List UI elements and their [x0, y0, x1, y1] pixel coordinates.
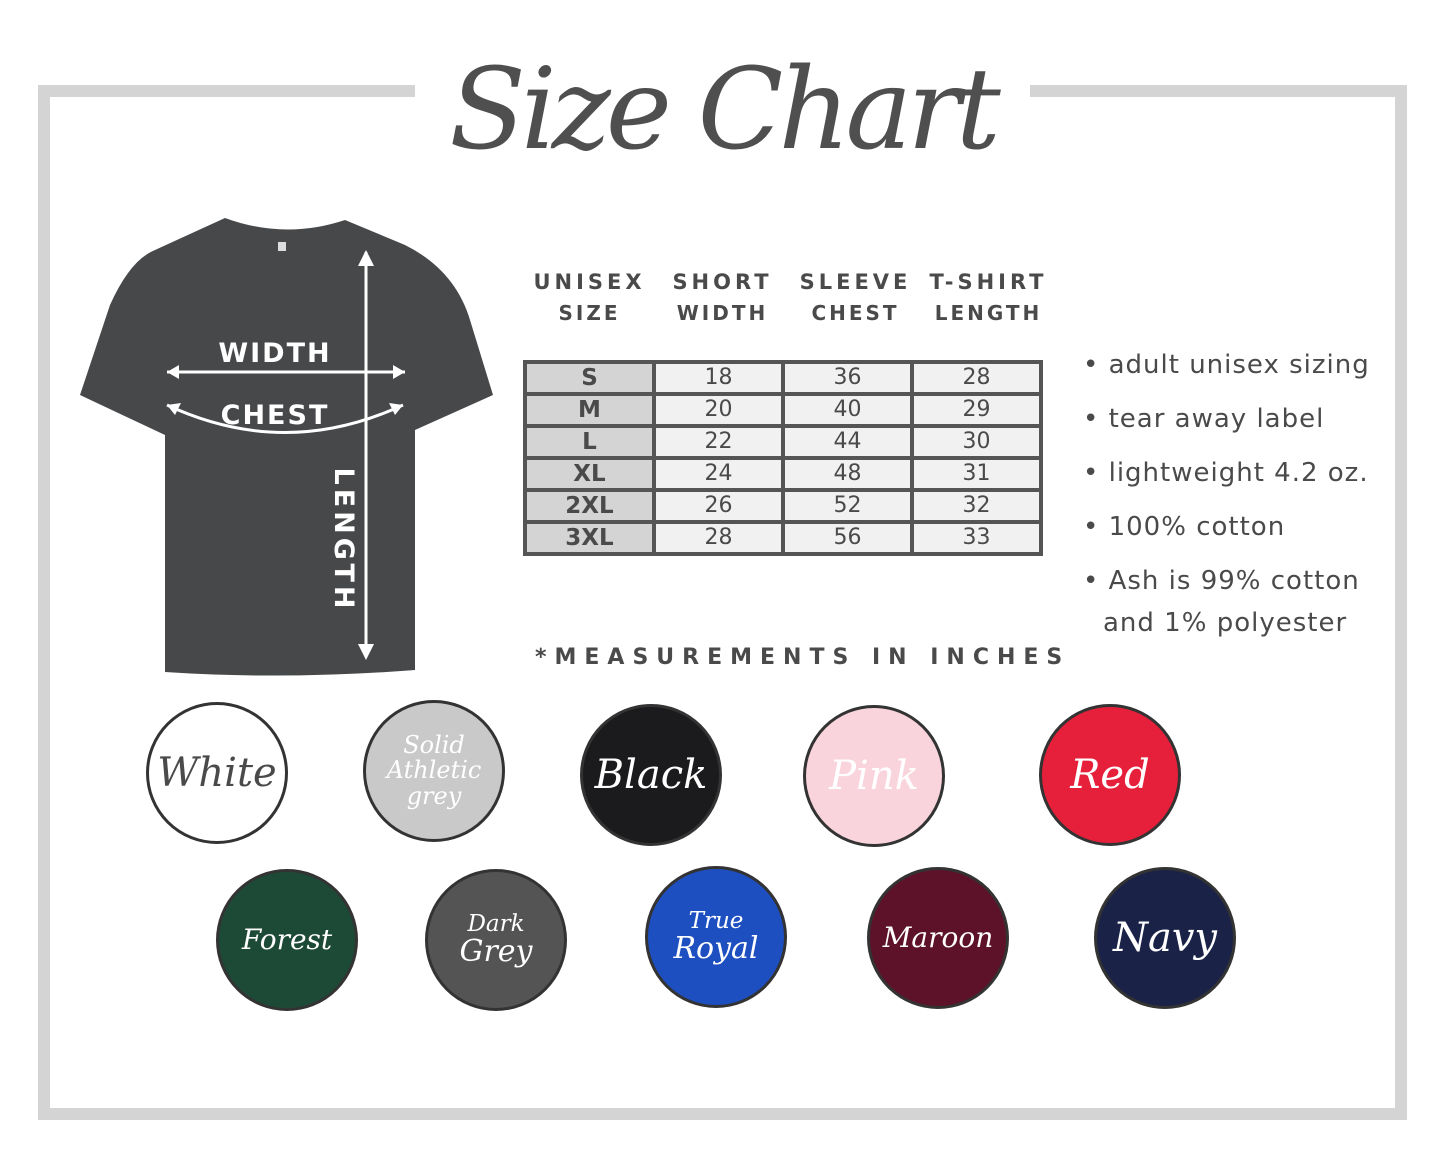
header-width: WIDTH — [676, 301, 769, 325]
header-size: SIZE — [558, 301, 621, 325]
swatch-label: Maroon — [882, 921, 994, 955]
measurement-cell: 32 — [910, 488, 1043, 524]
color-swatch-black[interactable]: Black — [580, 704, 722, 846]
table-header-row: SIZE WIDTH CHEST LENGTH — [523, 301, 1055, 325]
table-row: L 22 44 30 — [523, 424, 1043, 460]
measurement-cell: 52 — [781, 488, 914, 524]
note-item: • tear away label — [1083, 404, 1325, 434]
measurement-cell: 28 — [652, 520, 785, 556]
measurement-cell: 40 — [781, 392, 914, 428]
table-title-row: UNISEX SHORT SLEEVE T-SHIRT — [523, 270, 1055, 294]
color-swatch-dark-grey[interactable]: Dark Grey — [425, 869, 567, 1011]
header-chest: CHEST — [811, 301, 900, 325]
swatch-label: Red — [1070, 752, 1150, 798]
color-swatch-pink[interactable]: Pink — [803, 705, 945, 847]
measurement-cell: 18 — [652, 360, 785, 396]
tshirt-illustration: WIDTH CHEST LENGTH — [80, 218, 493, 676]
header-unisex: UNISEX — [533, 270, 646, 294]
swatch-label: Black — [594, 752, 708, 798]
measurement-cell: 22 — [652, 424, 785, 460]
title-background — [415, 20, 1030, 205]
frame-border — [38, 85, 1407, 1120]
size-table: S 18 36 28 M 20 40 29 L 22 44 30 XL 24 48 31 2XL 26 52 32 3X… — [523, 360, 1043, 556]
measurement-cell: 30 — [910, 424, 1043, 460]
swatch-label: Dark — [467, 911, 525, 938]
swatch-label: grey — [406, 781, 462, 810]
size-cell: 3XL — [523, 520, 656, 556]
measurements-note: *MEASUREMENTS IN INCHES — [535, 645, 1071, 670]
note-item: • Ash is 99% cotton — [1083, 566, 1360, 596]
size-cell: M — [523, 392, 656, 428]
features-list: • adult unisex sizing • tear away label … — [1083, 338, 1370, 638]
size-cell: S — [523, 360, 656, 396]
measurement-cell: 48 — [781, 456, 914, 492]
swatch-label: Forest — [241, 923, 333, 957]
note-item: • lightweight 4.2 oz. — [1083, 458, 1369, 488]
swatch-label: White — [157, 750, 277, 796]
table-row: M 20 40 29 — [523, 392, 1043, 428]
swatch-label: Royal — [673, 931, 759, 967]
color-swatch-white[interactable]: White — [146, 702, 288, 844]
measurement-cell: 56 — [781, 520, 914, 556]
measurement-cell: 20 — [652, 392, 785, 428]
tshirt-shape — [80, 218, 493, 676]
color-swatch-solid-athletic-grey[interactable]: Solid Athletic grey — [363, 700, 505, 842]
color-swatch-navy[interactable]: Navy — [1094, 867, 1236, 1009]
header-length: LENGTH — [934, 301, 1043, 325]
size-cell: XL — [523, 456, 656, 492]
width-label: WIDTH — [218, 338, 331, 369]
swatch-label: Athletic — [386, 756, 482, 785]
color-swatch-maroon[interactable]: Maroon — [867, 867, 1009, 1009]
measurement-cell: 33 — [910, 520, 1043, 556]
swatch-label: True — [688, 908, 744, 935]
table-row: 3XL 28 56 33 — [523, 520, 1043, 556]
table-row: S 18 36 28 — [523, 360, 1043, 396]
note-item: and 1% polyester — [1103, 608, 1348, 638]
measurement-cell: 44 — [781, 424, 914, 460]
color-swatch-red[interactable]: Red — [1039, 704, 1181, 846]
table-row: XL 24 48 31 — [523, 456, 1043, 492]
length-label: LENGTH — [328, 468, 359, 613]
color-swatch-forest[interactable]: Forest — [216, 869, 358, 1011]
size-cell: L — [523, 424, 656, 460]
header-tshirt: T-SHIRT — [929, 270, 1048, 294]
measurement-cell: 28 — [910, 360, 1043, 396]
measurement-cell: 24 — [652, 456, 785, 492]
measurement-cell: 29 — [910, 392, 1043, 428]
measurement-cell: 31 — [910, 456, 1043, 492]
page-title: Size Chart — [449, 45, 1001, 175]
tag-icon — [278, 242, 286, 251]
chest-label: CHEST — [221, 400, 330, 431]
note-item: • adult unisex sizing — [1083, 350, 1370, 380]
swatch-label: Navy — [1112, 915, 1218, 961]
header-short: SHORT — [672, 270, 773, 294]
swatch-label: Pink — [829, 753, 919, 799]
swatch-label: Solid — [403, 731, 465, 760]
header-sleeve: SLEEVE — [799, 270, 912, 294]
measurement-cell: 36 — [781, 360, 914, 396]
swatch-label: Grey — [459, 934, 533, 970]
size-cell: 2XL — [523, 488, 656, 524]
table-row: 2XL 26 52 32 — [523, 488, 1043, 524]
color-swatch-true-royal[interactable]: True Royal — [645, 866, 787, 1008]
note-item: • 100% cotton — [1083, 512, 1286, 542]
measurement-cell: 26 — [652, 488, 785, 524]
